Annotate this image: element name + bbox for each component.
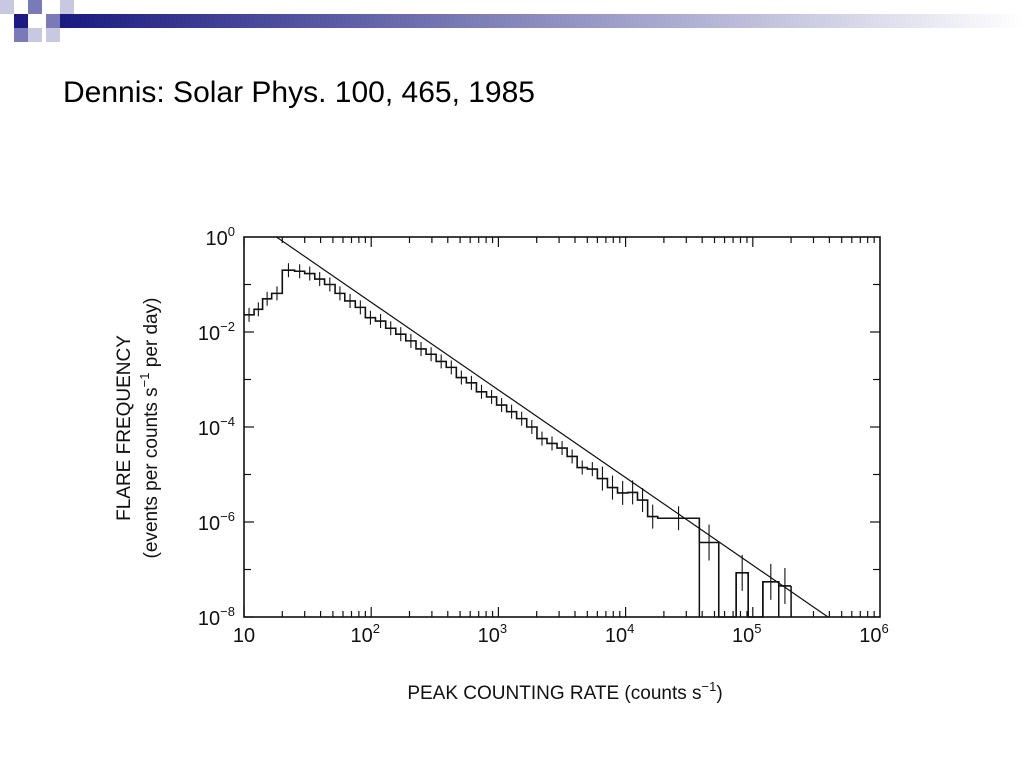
x-axis-title: PEAK COUNTING RATE (counts s−1) (407, 679, 722, 704)
y-axis-title-line1: FLARE FREQUENCY (114, 335, 135, 521)
deco-square (46, 28, 60, 42)
x-tick-label: 104 (605, 621, 634, 647)
deco-square (14, 14, 28, 28)
x-tick-label: 103 (478, 621, 507, 647)
slide-decoration (0, 0, 1024, 42)
y-axis-title-line2: (events per counts s−1 per day) (137, 298, 162, 559)
y-tick-label: 10−4 (198, 414, 235, 440)
x-tick-label: 102 (350, 621, 379, 647)
slide-title: Dennis: Solar Phys. 100, 465, 1985 (63, 76, 535, 109)
x-tick-label: 106 (859, 621, 888, 647)
header-gradient-bar (60, 14, 1024, 28)
y-tick-label: 10−8 (198, 604, 235, 630)
deco-square (28, 28, 42, 42)
y-tick-label: 100 (206, 224, 235, 250)
deco-square (28, 0, 42, 14)
deco-square (14, 28, 28, 42)
x-tick-label: 105 (732, 621, 761, 647)
deco-square (46, 14, 60, 28)
y-tick-label: 10−6 (198, 509, 235, 535)
deco-square (60, 0, 74, 14)
y-tick-label: 10−2 (198, 319, 235, 345)
histogram-series-line (244, 269, 792, 618)
plot-area (243, 236, 881, 618)
x-tick-label: 10 (233, 625, 255, 647)
power-law-fit-line (276, 236, 829, 618)
deco-square (0, 0, 14, 14)
